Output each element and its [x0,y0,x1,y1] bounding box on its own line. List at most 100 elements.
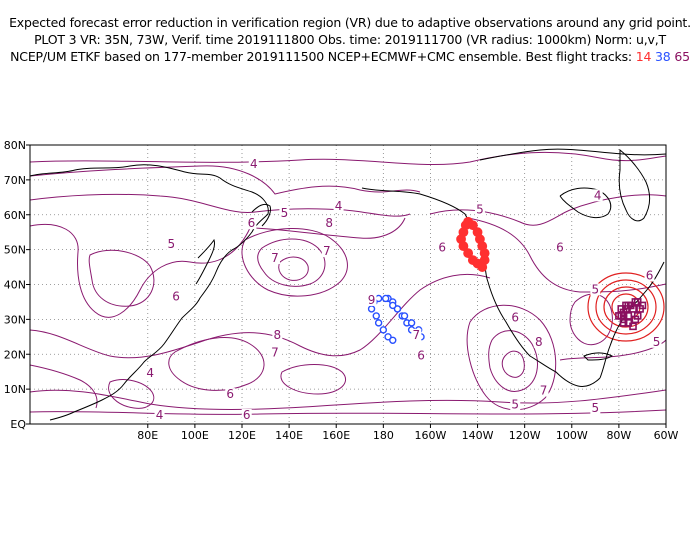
contour-label: 5 [592,401,600,415]
contour-line [29,165,421,195]
axes: EQ 10N 20N 30N 40N 50N 60N 70N 80N 80E 100E 120E 140… [4,139,679,442]
contour-label: 7 [271,345,279,359]
contour-label: 5 [168,237,176,251]
contour-line [29,273,491,359]
contour-label-bg [241,409,252,422]
contour-line [241,228,348,297]
track-purple-point [638,301,647,310]
contour-label: 4 [156,408,164,422]
lon-tick-label: 60W [654,429,679,442]
coastline-asia [29,164,269,421]
track-purple-point [617,305,626,313]
coastline-japan [195,238,215,285]
contour-line [429,194,667,226]
track-purple-point [633,312,642,320]
contour-label-bg [411,328,422,341]
header-ensemble-text: NCEP/UM ETKF based on 177-member 2019111… [10,49,632,64]
coastline-kamchatka [251,203,271,227]
contour-line [257,238,326,287]
contour-line [278,256,309,281]
track-blue-point [407,319,416,327]
contour-line [108,379,155,409]
contour-label-bg [171,290,182,303]
contour-label: 5 [511,398,519,412]
contour-label: 5 [592,282,600,296]
verif-circle [603,286,649,328]
contour-line [488,330,538,392]
header-ensemble-line: NCEP/UM ETKF based on 177-member 2019111… [0,48,700,65]
contour-label-bg [272,328,283,341]
lat-tick-label: 10N [4,383,26,396]
contour-label-bg [555,241,565,254]
contour-line [501,350,525,378]
contour-label: 6 [172,289,180,303]
contour-label-bg [590,402,601,415]
track-blue-point [393,305,402,313]
contour-label-bg [154,409,165,422]
contour-label-bg [324,217,335,230]
contour-label: 5 [653,335,661,349]
verif-circle [595,279,657,335]
track-blue-point [389,336,397,344]
coastline-greenland [618,148,651,222]
contour-label-bg [533,335,544,348]
contour-label: 7 [412,328,420,342]
lon-tick-label: 120E [228,429,256,442]
contour-line [168,337,265,391]
track-blue-point [381,294,390,303]
coastline-hudson [559,187,612,219]
lon-tick-label: 80E [137,429,158,442]
contour-label-bg [651,335,662,348]
contour-line [466,304,557,411]
contour-label-bg [592,189,603,202]
contour-line [467,217,667,293]
contour-line [88,249,155,307]
contour-label: 8 [274,328,282,342]
track-red-label: 14 [635,49,652,64]
contour-line [29,151,667,166]
contour-label-bg [321,245,332,258]
track-purple-point [629,305,637,313]
contour-line [569,293,613,346]
contour-lines [29,151,667,415]
contour-line [29,193,411,217]
contour-label: 4 [146,366,154,380]
contour-label-bg [510,311,521,324]
contour-label: 4 [250,157,258,171]
contour-label-bg [437,241,448,254]
contour-label-bg [366,293,377,306]
contour-label: 5 [476,202,484,216]
lon-tick-label: 80W [606,429,631,442]
contour-label: 8 [325,216,333,230]
contour-line [29,389,667,410]
track-red-point [463,248,474,259]
track-red-point [458,241,469,252]
contour-label: 6 [511,310,519,324]
contour-label: 6 [248,216,256,230]
coastline-canada-north [479,148,667,161]
header-subtitle: PLOT 3 VR: 35N, 73W, Verif. time 2019111… [34,32,666,47]
lon-tick-label: 120W [509,429,541,442]
track-blue-label: 38 [655,49,671,64]
contour-label-bg [279,206,290,219]
track-red-point [467,220,478,231]
lon-tick-label: 160E [322,429,350,442]
coastline-alaska [361,187,601,387]
contour-label-bg [225,388,236,401]
contour-label: 9 [368,293,376,307]
lon-tick-label: 180 [373,429,394,442]
lat-tick-label: 50N [4,244,26,257]
track-blue-point [379,326,388,334]
contour-label: 4 [335,199,343,213]
contour-label-bg [248,157,259,170]
track-blue-point [384,333,392,341]
contour-label-bg [269,252,280,265]
lat-tick-label: EQ [10,418,26,431]
contour-line [29,409,667,415]
track-blue-point [374,319,383,327]
track-red-point [472,227,483,238]
contour-label-bg [416,349,427,362]
track-purple-point [619,319,628,327]
lat-tick-label: 30N [4,313,26,326]
